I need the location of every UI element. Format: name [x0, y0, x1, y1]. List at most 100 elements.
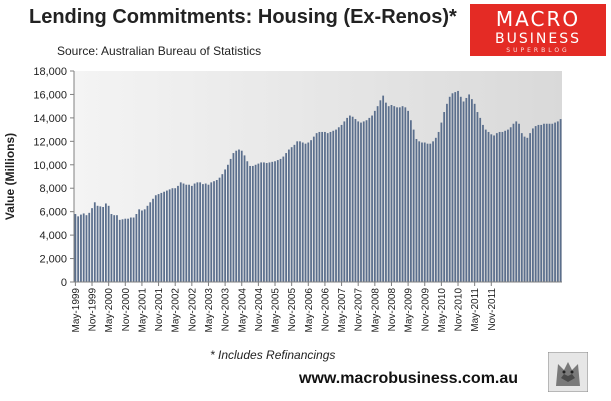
bar	[532, 128, 534, 282]
bar	[487, 131, 490, 282]
bar	[318, 131, 321, 282]
bar	[379, 100, 382, 282]
chart-source: Source: Australian Bureau of Statistics	[57, 44, 262, 58]
x-tick-label: Nov-2000	[121, 288, 132, 332]
bar	[454, 92, 457, 282]
bar	[249, 165, 251, 282]
bar	[149, 202, 152, 282]
bar	[285, 153, 287, 282]
bar	[332, 130, 335, 282]
logo-line-2: BUSINESS	[495, 31, 581, 47]
bar	[371, 115, 373, 282]
bar	[127, 218, 129, 282]
bar	[132, 217, 135, 282]
bar	[190, 185, 193, 282]
y-tick-label: 18,000	[33, 66, 67, 78]
bar	[138, 209, 141, 282]
bar	[177, 185, 179, 282]
bar	[418, 141, 421, 282]
bar	[365, 120, 368, 282]
bar	[265, 163, 268, 282]
bar	[545, 123, 548, 282]
bar	[102, 206, 104, 282]
bar	[288, 149, 290, 282]
bar	[507, 129, 509, 282]
chart-title: Lending Commitments: Housing (Ex-Renos)*	[29, 6, 457, 28]
bar	[373, 110, 376, 282]
bar	[243, 155, 246, 282]
bar	[534, 126, 537, 282]
bar	[329, 131, 332, 282]
bar	[152, 198, 154, 282]
bar	[421, 142, 423, 282]
y-tick-label: 10,000	[33, 160, 67, 172]
y-tick-label: 2,000	[39, 254, 67, 266]
x-tick-label: May-2005	[271, 288, 282, 333]
bar	[268, 162, 271, 282]
bar	[443, 112, 446, 282]
bar	[215, 180, 218, 282]
x-tick-label: May-2011	[470, 288, 481, 332]
y-tick-label: 8,000	[39, 183, 67, 195]
logo-line-3: SUPERBLOG	[506, 47, 570, 54]
bar	[337, 127, 340, 283]
bar	[154, 195, 157, 282]
x-tick-label: May-2000	[104, 288, 115, 333]
bar	[196, 182, 199, 282]
bar	[554, 122, 556, 282]
bar	[99, 206, 102, 282]
bar	[315, 133, 318, 282]
y-tick-label: 16,000	[33, 89, 67, 101]
bar	[274, 161, 276, 282]
bar	[174, 188, 177, 282]
bar	[224, 169, 226, 282]
bar	[321, 131, 324, 282]
bar	[407, 110, 409, 282]
bar	[310, 140, 312, 282]
y-tick-label: 12,000	[33, 136, 67, 148]
bar	[429, 143, 432, 282]
bar	[423, 142, 426, 282]
bar	[246, 161, 249, 282]
bar	[504, 130, 507, 282]
bar	[276, 160, 279, 282]
bar	[501, 131, 504, 282]
bar	[440, 122, 443, 282]
x-tick-label: Nov-2009	[420, 288, 431, 332]
bar	[387, 106, 390, 282]
x-tick-label: Nov-2003	[221, 288, 232, 332]
bar	[143, 209, 146, 282]
bar	[188, 184, 190, 282]
bar	[227, 164, 229, 282]
bar	[113, 215, 116, 282]
bar	[199, 182, 202, 282]
bar	[362, 121, 365, 282]
bar	[351, 116, 354, 282]
bar	[468, 94, 470, 282]
bar	[299, 141, 301, 282]
bar	[240, 150, 243, 282]
bar	[551, 123, 554, 282]
x-tick-label: Nov-2011	[487, 288, 498, 331]
bar	[437, 131, 440, 282]
website-url[interactable]: www.macrobusiness.com.au	[299, 370, 519, 387]
bar	[77, 216, 80, 282]
x-tick-label: May-2006	[304, 288, 315, 333]
bar	[509, 127, 512, 283]
bar	[340, 124, 343, 282]
bar	[204, 183, 207, 282]
y-tick-label: 14,000	[33, 113, 67, 125]
bar	[304, 143, 307, 282]
bar	[473, 103, 476, 282]
bar	[160, 192, 163, 282]
bar	[543, 123, 545, 282]
bar	[537, 124, 540, 282]
bar	[254, 164, 257, 282]
bar	[96, 205, 99, 282]
bar	[354, 119, 357, 282]
bar	[484, 129, 487, 282]
bar	[432, 141, 434, 282]
bar	[312, 136, 315, 282]
bar	[529, 133, 531, 282]
